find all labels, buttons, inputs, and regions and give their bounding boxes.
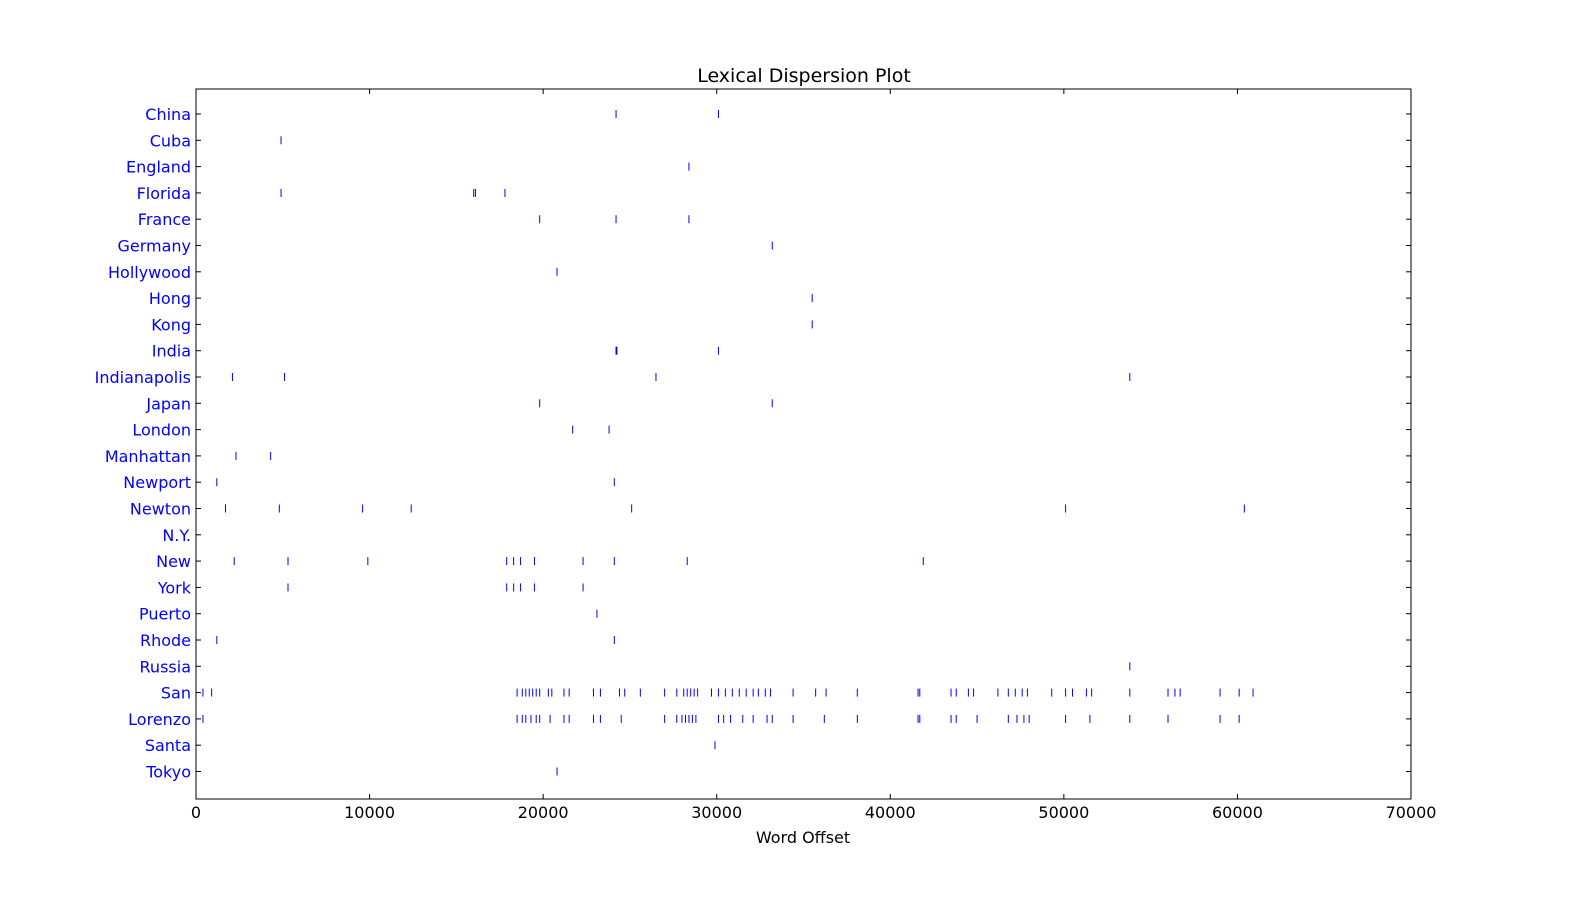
x-tick-label: 10000 [344,803,395,822]
word-label: Puerto [139,605,191,624]
word-label: Germany [117,237,191,256]
word-label: China [145,105,191,124]
word-label: Tokyo [145,763,191,782]
x-tick-label: 40000 [865,803,916,822]
word-label: New [156,552,191,571]
x-tick-label: 70000 [1386,803,1437,822]
word-label: Newton [130,500,191,519]
word-label: Hollywood [108,263,191,282]
x-tick-label: 50000 [1038,803,1089,822]
word-label: Japan [145,394,191,413]
word-label: Hong [149,289,191,308]
x-tick-label: 0 [191,803,201,822]
word-label: Santa [145,736,191,755]
x-tick-label: 30000 [691,803,742,822]
word-label: India [152,342,191,361]
word-label: York [157,578,192,597]
word-label: Rhode [140,631,191,650]
x-axis-label: Word Offset [756,828,850,847]
word-label: Kong [151,315,191,334]
x-tick-label: 20000 [518,803,569,822]
word-label: Russia [140,657,191,676]
word-label: San [161,684,191,703]
word-label: Cuba [150,131,191,150]
word-label: London [132,421,191,440]
word-label: Manhattan [105,447,191,466]
word-label: Florida [137,184,191,203]
word-label: Newport [123,473,191,492]
axes-frame [195,88,1412,800]
word-label: N.Y. [162,526,191,545]
word-label: France [138,210,191,229]
word-label: England [126,158,191,177]
plot-area: 0 10000 20000 30000 40000 50000 60000 70000 Chin… [95,89,1437,822]
word-label: Lorenzo [128,710,191,729]
word-label: Indianapolis [95,368,191,387]
chart-title: Lexical Dispersion Plot [697,65,911,87]
x-tick-label: 60000 [1212,803,1263,822]
